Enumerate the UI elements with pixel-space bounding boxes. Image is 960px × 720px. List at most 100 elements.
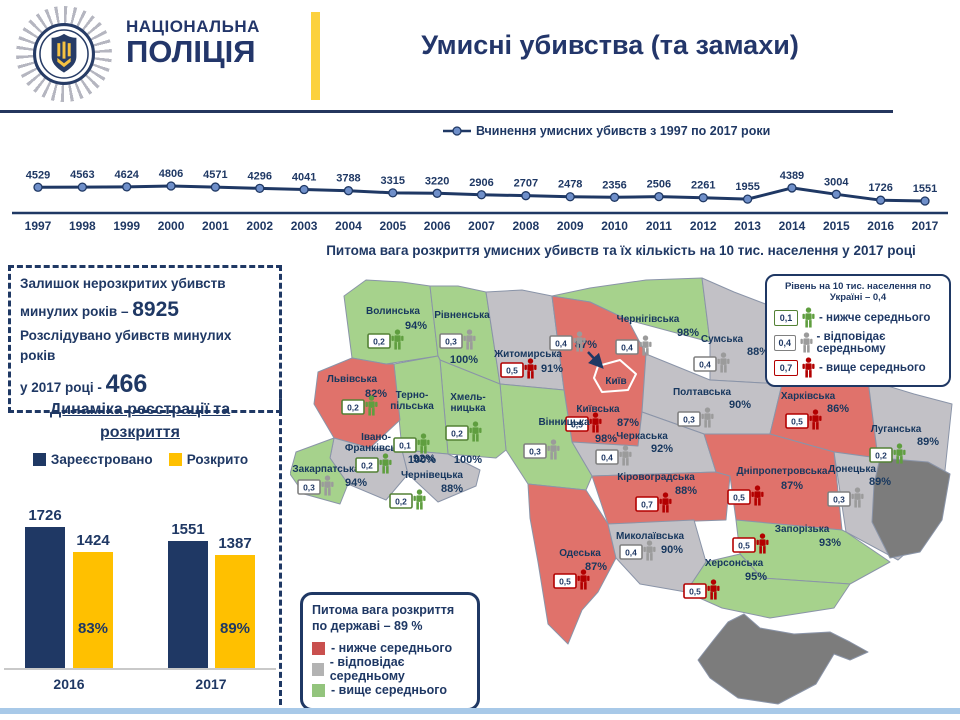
svg-text:2261: 2261 xyxy=(691,180,715,192)
person-icon xyxy=(413,489,426,510)
legend-solved: Розкрито xyxy=(168,452,249,467)
svg-text:98%: 98% xyxy=(595,433,617,445)
svg-text:89%: 89% xyxy=(917,436,939,448)
svg-text:0,3: 0,3 xyxy=(529,447,541,457)
map-label-khmelnytskyi: Хмель-ницька 100% 0,2 xyxy=(445,392,486,466)
svg-text:2003: 2003 xyxy=(291,219,318,233)
svg-text:3220: 3220 xyxy=(425,175,449,187)
svg-text:1999: 1999 xyxy=(113,219,140,233)
org-name-line1: НАЦІОНАЛЬНА xyxy=(126,17,260,36)
rate-legend-item: 0,4 - відповідає середньому xyxy=(774,330,942,355)
map-label-odesa: Одеська 87% 0,5 xyxy=(553,548,607,590)
region-odeska xyxy=(527,483,617,645)
svg-text:2009: 2009 xyxy=(557,219,584,233)
rate-legend-label: - вище середнього xyxy=(819,361,926,374)
svg-text:2506: 2506 xyxy=(647,179,671,191)
svg-text:87%: 87% xyxy=(585,561,607,573)
map-label-zakarpattia: Закарпатська 94% 0,3 xyxy=(292,464,367,496)
bar-axis xyxy=(4,668,276,670)
svg-text:2012: 2012 xyxy=(690,219,717,233)
svg-text:Волинська: Волинська xyxy=(366,306,420,317)
svg-text:2017: 2017 xyxy=(912,219,939,233)
svg-text:89%: 89% xyxy=(869,476,891,488)
svg-text:Закарпатська: Закарпатська xyxy=(292,464,360,475)
svg-text:Черкаська: Черкаська xyxy=(616,431,668,442)
ukraine-map-svg: Волинська 94% 0,2 Рівненська 100% 0,3 Житомирс… xyxy=(290,277,953,705)
rate-legend-label: - відповідає середньому xyxy=(816,330,886,355)
svg-text:Львівська: Львівська xyxy=(327,374,378,385)
svg-text:0,2: 0,2 xyxy=(451,429,463,439)
svg-text:Сумська: Сумська xyxy=(701,334,744,345)
rate-legend-item: 0,7 - вище середнього xyxy=(774,355,942,380)
svg-text:0,5: 0,5 xyxy=(689,587,701,597)
legend-registered: Зареєстровано xyxy=(32,452,153,467)
bar-navy xyxy=(25,527,65,668)
bar-value: 1726 xyxy=(28,507,62,524)
svg-text:Житомирська: Житомирська xyxy=(493,349,562,360)
svg-text:0,4: 0,4 xyxy=(699,360,711,370)
svg-text:4806: 4806 xyxy=(159,168,183,180)
svg-text:3788: 3788 xyxy=(336,173,360,185)
kyiv-arrow-icon xyxy=(587,351,604,369)
svg-text:3004: 3004 xyxy=(824,176,849,188)
solve-legend-label: - нижче середнього xyxy=(331,641,453,655)
registration-solving-bar-chart: 1726 1424 83% 1551 1387 89% 2016 2017 xyxy=(0,470,281,715)
header-rule xyxy=(0,110,893,113)
registered-swatch-icon xyxy=(32,453,46,466)
svg-text:0,5: 0,5 xyxy=(738,541,750,551)
region-crimea xyxy=(697,613,869,705)
map-label-zaporizhzhia: Запорізька 93% 0,5 xyxy=(732,524,841,554)
svg-text:2010: 2010 xyxy=(601,219,628,233)
svg-text:88%: 88% xyxy=(747,346,769,358)
solve-legend-label: - вище середнього xyxy=(331,683,447,697)
svg-text:0,5: 0,5 xyxy=(733,493,745,503)
bar-value: 1551 xyxy=(171,521,205,538)
color-swatch-icon xyxy=(312,662,324,676)
svg-text:0,3: 0,3 xyxy=(833,495,845,505)
svg-text:2002: 2002 xyxy=(246,219,273,233)
svg-text:2015: 2015 xyxy=(823,219,850,233)
solved-label: Розкрито xyxy=(186,452,249,467)
svg-text:2016: 2016 xyxy=(867,219,894,233)
svg-text:90%: 90% xyxy=(729,399,751,411)
svg-text:86%: 86% xyxy=(827,403,849,415)
svg-text:0,4: 0,4 xyxy=(621,343,633,353)
solve-legend-label: - відповідає середньому xyxy=(329,655,405,683)
map-label-kyivska: Київська 87% 0,5 xyxy=(565,404,639,433)
svg-text:1997: 1997 xyxy=(25,219,52,233)
bar-year-label: 2016 xyxy=(53,676,85,692)
line-chart-legend-label: Вчинення умисних убивств з 1997 по 2017 … xyxy=(476,124,771,138)
bar-navy xyxy=(168,541,208,668)
svg-text:93%: 93% xyxy=(819,537,841,549)
svg-text:2906: 2906 xyxy=(469,177,493,189)
svg-text:94%: 94% xyxy=(345,477,367,489)
map-label-ternopil: Терно-пільська 100% 0,1 xyxy=(390,390,436,466)
svg-text:Донецька: Донецька xyxy=(828,464,876,475)
map-label-chernihiv: Чернігівська 98% 0,4 xyxy=(615,314,699,356)
svg-text:0,2: 0,2 xyxy=(373,337,385,347)
svg-text:Одеська: Одеська xyxy=(559,548,601,559)
svg-text:0,1: 0,1 xyxy=(399,441,411,451)
rate-legend: Рівень на 10 тис. населення по Україні –… xyxy=(765,274,951,387)
map-label-dnipro: Дніпропетровська 87% 0,5 xyxy=(727,466,828,506)
unsolved-line2: Розслідувано убивств минулих років xyxy=(20,327,232,363)
svg-text:Київська: Київська xyxy=(576,404,620,415)
svg-text:0,2: 0,2 xyxy=(361,461,373,471)
svg-text:4571: 4571 xyxy=(203,169,227,181)
svg-text:0,2: 0,2 xyxy=(395,497,407,507)
svg-text:0,3: 0,3 xyxy=(445,337,457,347)
investigated-value: 466 xyxy=(105,370,148,399)
svg-text:2006: 2006 xyxy=(424,219,451,233)
rate-value-box: 0,1 xyxy=(774,309,798,326)
page-title: Умисні убивства (та замахи) xyxy=(421,30,799,60)
bar-value: 1387 xyxy=(218,535,252,552)
svg-text:0,5: 0,5 xyxy=(506,366,518,376)
color-swatch-icon xyxy=(312,641,325,655)
svg-text:2011: 2011 xyxy=(646,219,672,233)
svg-text:Кіровоградська: Кіровоградська xyxy=(617,472,695,483)
svg-text:Київ: Київ xyxy=(605,376,626,387)
